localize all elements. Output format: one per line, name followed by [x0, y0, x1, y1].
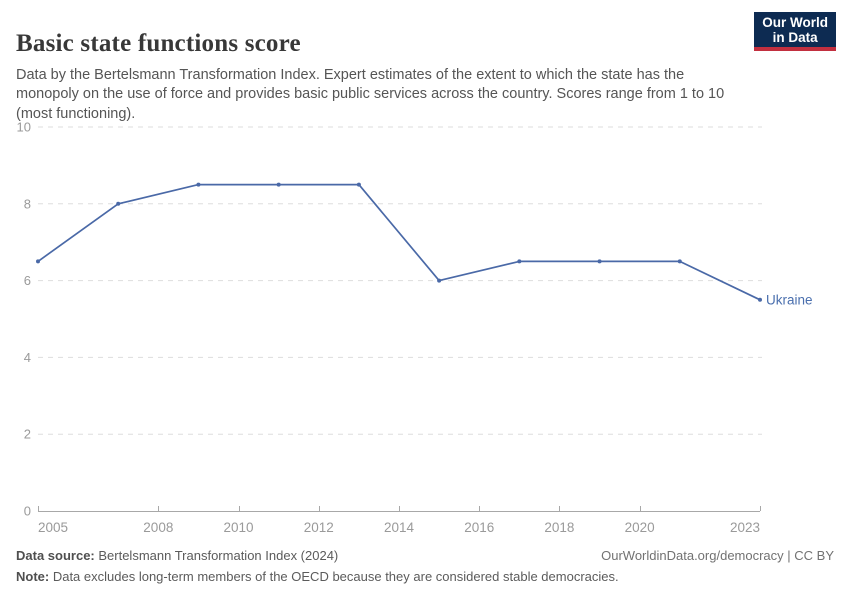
- series-line-ukraine[interactable]: [37, 183, 761, 301]
- svg-text:2: 2: [24, 427, 31, 442]
- svg-text:6: 6: [24, 273, 31, 288]
- note-text: Data excludes long-term members of the O…: [49, 569, 619, 584]
- data-point[interactable]: [677, 259, 682, 264]
- svg-text:10: 10: [17, 120, 31, 135]
- data-point[interactable]: [597, 259, 602, 264]
- data-point[interactable]: [356, 182, 361, 187]
- svg-text:2023: 2023: [730, 520, 760, 535]
- svg-text:2020: 2020: [625, 520, 655, 535]
- chart-subtitle: Data by the Bertelsmann Transformation I…: [16, 66, 725, 122]
- series-points[interactable]: [36, 182, 762, 302]
- data-point[interactable]: [276, 182, 281, 187]
- chart-title: Basic state functions score: [16, 29, 301, 57]
- footer-data-source: Data source: Bertelsmann Transformation …: [16, 548, 338, 563]
- data-point[interactable]: [437, 278, 442, 283]
- gridlines: [38, 126, 762, 435]
- svg-text:4: 4: [24, 350, 31, 365]
- svg-text:2008: 2008: [143, 520, 173, 535]
- footer-note: Note: Data excludes long-term members of…: [16, 569, 619, 584]
- footer-link-license[interactable]: OurWorldinData.org/democracy | CC BY: [601, 548, 834, 563]
- svg-text:2005: 2005: [38, 520, 68, 535]
- data-source-label: Data source:: [16, 548, 95, 563]
- note-label: Note:: [16, 569, 50, 584]
- owid-logo-line1: Our World: [762, 15, 828, 30]
- data-point[interactable]: [36, 259, 40, 264]
- svg-text:2016: 2016: [464, 520, 494, 535]
- owid-logo-line2: in Data: [772, 30, 818, 45]
- data-point[interactable]: [116, 201, 121, 206]
- svg-text:2014: 2014: [384, 520, 415, 535]
- svg-text:2018: 2018: [544, 520, 574, 535]
- svg-text:2012: 2012: [304, 520, 334, 535]
- svg-text:2010: 2010: [224, 520, 254, 535]
- owid-logo[interactable]: Our World in Data: [754, 12, 836, 51]
- svg-text:8: 8: [24, 196, 31, 211]
- data-point[interactable]: [758, 297, 762, 302]
- y-axis-labels: 0 2 4 6 8 10: [17, 120, 31, 519]
- x-axis: 2005 2008 2010 2012 2014 2016 2018 2020 2023: [38, 506, 761, 535]
- data-source-text: Bertelsmann Transformation Index (2024): [94, 548, 339, 563]
- data-point[interactable]: [517, 259, 522, 264]
- entity-label-ukraine[interactable]: Ukraine: [766, 292, 813, 307]
- data-point[interactable]: [196, 182, 201, 187]
- svg-text:0: 0: [24, 504, 31, 519]
